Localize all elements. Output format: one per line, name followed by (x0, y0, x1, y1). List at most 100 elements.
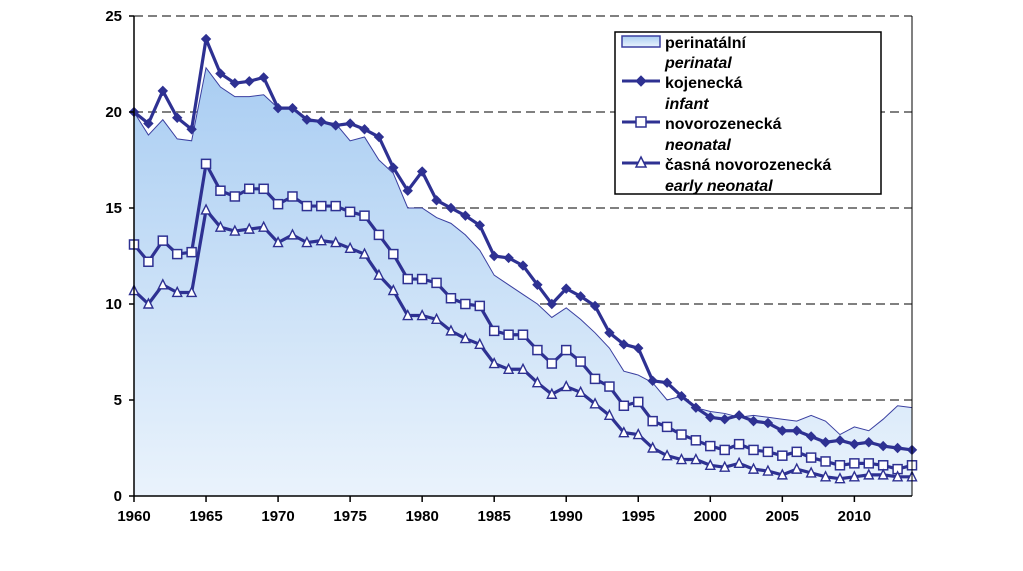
marker-early-neonatal-2000 (704, 458, 716, 470)
marker-early-neonatal-2004 (762, 464, 774, 476)
marker-infant-2007 (805, 431, 817, 442)
marker-neonatal-1990 (560, 344, 572, 356)
marker-neonatal-1988 (532, 344, 543, 356)
marker-infant-1989 (546, 298, 558, 310)
marker-neonatal-1965 (200, 158, 212, 170)
marker-early-neonatal-1971 (286, 228, 299, 240)
marker-neonatal-2007 (805, 452, 817, 463)
marker-early-neonatal-1982 (445, 324, 457, 336)
marker-infant-1981 (431, 195, 442, 206)
marker-early-neonatal-2012 (877, 468, 889, 480)
marker-neonatal-2002 (733, 438, 745, 450)
marker-neonatal-1984 (474, 300, 486, 312)
marker-early-neonatal-2010 (848, 470, 861, 482)
marker-infant-1993 (604, 327, 615, 339)
marker-infant-2005 (777, 425, 788, 436)
marker-neonatal-1973 (316, 200, 327, 212)
marker-neonatal-1971 (287, 191, 298, 202)
marker-early-neonatal-1991 (574, 385, 587, 398)
marker-early-neonatal-1992 (589, 397, 601, 409)
marker-infant-1968 (244, 76, 255, 87)
legend-box (614, 31, 882, 195)
marker-early-neonatal-1975 (344, 241, 356, 254)
marker-early-neonatal-1962 (157, 278, 169, 290)
marker-infant-1982 (445, 202, 457, 214)
marker-infant-2002 (733, 410, 745, 421)
y-tick-label-20: 20 (105, 104, 122, 121)
marker-neonatal-1961 (143, 256, 154, 268)
marker-neonatal-1994 (618, 400, 630, 412)
x-tick-label-1980: 1980 (405, 508, 438, 525)
marker-infant-1969 (258, 72, 269, 83)
marker-infant-1987 (517, 260, 529, 271)
marker-neonatal-1982 (445, 292, 457, 304)
legend-label-infant-en: infant (665, 96, 709, 113)
series-infant (128, 33, 918, 456)
marker-infant-2004 (762, 417, 774, 429)
marker-early-neonatal-2008 (819, 470, 832, 482)
marker-infant-2008 (820, 437, 831, 448)
x-tick-label-1960: 1960 (117, 508, 150, 525)
marker-infant-2000 (705, 412, 716, 423)
marker-infant-2006 (791, 425, 802, 436)
marker-early-neonatal-1966 (214, 220, 227, 232)
marker-early-neonatal-1978 (387, 283, 399, 296)
x-tick-label-2000: 2000 (694, 508, 727, 525)
marker-neonatal-2001 (719, 444, 730, 456)
marker-neonatal-1993 (604, 381, 615, 392)
marker-infant-1962 (157, 85, 169, 97)
legend-label-early-neonatal-cz: časná novorozenecká (665, 157, 831, 174)
marker-neonatal-1981 (431, 277, 442, 289)
marker-early-neonatal-2003 (747, 462, 760, 474)
marker-neonatal-1968 (244, 183, 255, 195)
marker-neonatal-1970 (272, 198, 284, 210)
legend-label-infant-cz: kojenecká (665, 75, 742, 92)
marker-early-neonatal-1984 (474, 337, 486, 350)
series-early-neonatal (128, 203, 918, 484)
marker-neonatal-1977 (373, 229, 385, 241)
marker-early-neonatal-1965 (200, 203, 212, 215)
legend-swatch-early-neonatal-marker (634, 155, 648, 168)
x-tick-label-2005: 2005 (766, 508, 799, 525)
marker-infant-1996 (647, 375, 658, 387)
marker-infant-1998 (676, 390, 687, 402)
legend-label-neonatal-cz: novorozenecká (665, 116, 782, 133)
marker-early-neonatal-1969 (258, 220, 270, 232)
marker-infant-2009 (834, 435, 846, 446)
marker-neonatal-1995 (633, 396, 644, 408)
x-tick-label-2010: 2010 (838, 508, 871, 525)
marker-infant-1979 (402, 185, 413, 196)
marker-early-neonatal-1999 (690, 452, 702, 465)
marker-infant-1984 (474, 220, 485, 231)
marker-early-neonatal-2009 (834, 472, 846, 484)
marker-infant-2003 (748, 415, 759, 427)
legend-label-perinatal-en: perinatal (664, 55, 732, 72)
marker-neonatal-2006 (791, 446, 802, 458)
marker-early-neonatal-1987 (517, 362, 529, 374)
x-tick-label-1990: 1990 (550, 508, 583, 525)
marker-early-neonatal-1994 (618, 426, 630, 438)
marker-neonatal-1975 (344, 206, 356, 218)
marker-early-neonatal-2005 (776, 468, 788, 480)
x-tick-label-1995: 1995 (622, 508, 655, 525)
marker-infant-1991 (575, 291, 586, 302)
marker-infant-1994 (618, 339, 630, 350)
marker-neonatal-1979 (402, 273, 413, 285)
y-tick-label-10: 10 (105, 296, 122, 313)
marker-early-neonatal-1970 (272, 235, 284, 248)
marker-infant-1975 (344, 118, 356, 129)
marker-early-neonatal-1979 (402, 308, 414, 321)
marker-infant-1961 (143, 118, 154, 129)
y-tick-label-25: 25 (105, 8, 122, 25)
marker-early-neonatal-1983 (459, 331, 472, 344)
marker-infant-1965 (200, 33, 212, 45)
marker-neonatal-2000 (705, 440, 716, 452)
marker-early-neonatal-1980 (416, 308, 428, 321)
y-tick-label-5: 5 (114, 392, 122, 409)
marker-infant-1985 (488, 250, 500, 262)
marker-neonatal-1983 (460, 298, 471, 310)
marker-infant-2001 (719, 413, 730, 425)
marker-early-neonatal-1961 (142, 297, 155, 309)
marker-early-neonatal-1995 (632, 427, 644, 440)
